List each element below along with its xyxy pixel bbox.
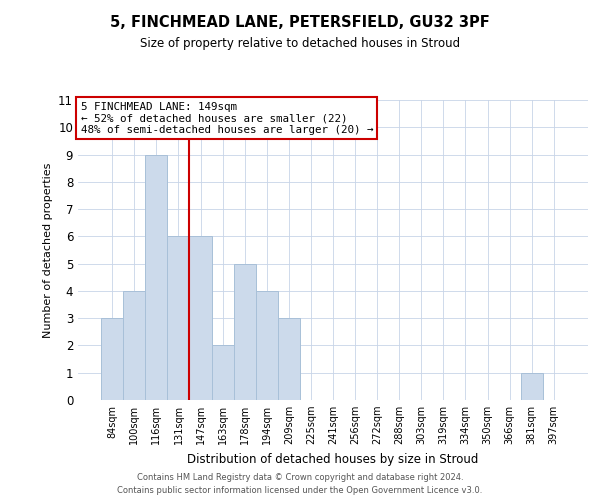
Bar [212, 346, 233, 400]
Text: 5, FINCHMEAD LANE, PETERSFIELD, GU32 3PF: 5, FINCHMEAD LANE, PETERSFIELD, GU32 3PF [110, 15, 490, 30]
Text: Contains HM Land Registry data © Crown copyright and database right 2024.: Contains HM Land Registry data © Crown c… [137, 472, 463, 482]
Bar [167, 236, 190, 400]
Bar [123, 291, 145, 400]
Bar [278, 318, 300, 400]
Text: Contains public sector information licensed under the Open Government Licence v3: Contains public sector information licen… [118, 486, 482, 495]
Text: 5 FINCHMEAD LANE: 149sqm
← 52% of detached houses are smaller (22)
48% of semi-d: 5 FINCHMEAD LANE: 149sqm ← 52% of detach… [80, 102, 373, 134]
X-axis label: Distribution of detached houses by size in Stroud: Distribution of detached houses by size … [187, 452, 479, 466]
Bar [233, 264, 256, 400]
Bar [145, 154, 167, 400]
Text: Size of property relative to detached houses in Stroud: Size of property relative to detached ho… [140, 38, 460, 51]
Bar [256, 291, 278, 400]
Bar [521, 372, 543, 400]
Bar [190, 236, 212, 400]
Bar [101, 318, 123, 400]
Y-axis label: Number of detached properties: Number of detached properties [43, 162, 53, 338]
